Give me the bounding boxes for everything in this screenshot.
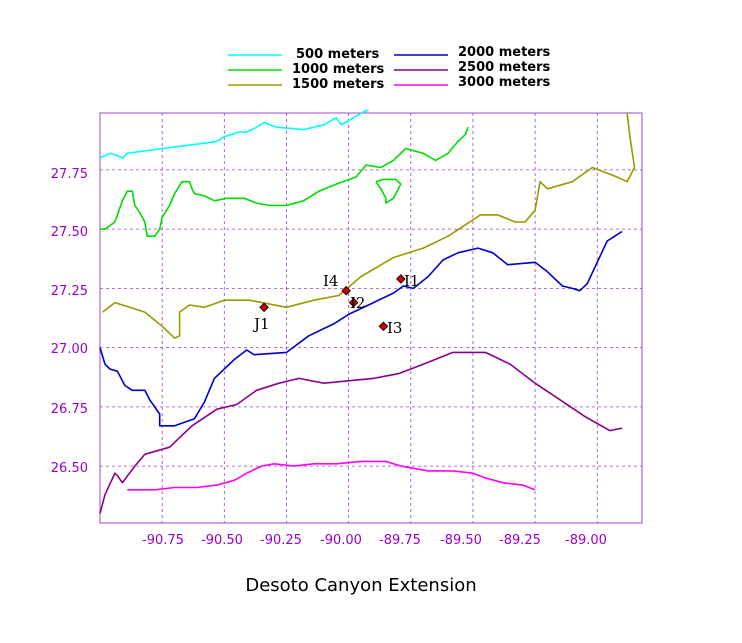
contour-2500m — [99, 351, 623, 514]
station-label: I3 — [387, 319, 402, 337]
station-i2[interactable]: I2 — [348, 294, 365, 312]
y-tick-label: 26.50 — [51, 461, 88, 476]
contour-line — [100, 126, 469, 237]
map-title: Desoto Canyon Extension — [245, 575, 476, 596]
contour-3000m — [127, 460, 536, 491]
legend-label-500: 500 meters — [296, 47, 379, 62]
station-marker[interactable] — [259, 302, 269, 313]
contour-line — [127, 460, 536, 491]
legend-label-1000: 1000 meters — [292, 62, 385, 77]
contour-500m — [99, 109, 369, 159]
x-tick-label: -90.75 — [142, 533, 184, 548]
station-label: I4 — [323, 272, 338, 290]
y-tick-label: 27.50 — [51, 225, 88, 240]
y-axis-ticks: 27.75 27.50 27.25 27.00 26.75 26.50 — [51, 167, 88, 476]
x-tick-label: -90.50 — [201, 533, 243, 548]
x-tick-label: -90.00 — [320, 533, 362, 548]
station-marker[interactable] — [378, 321, 389, 332]
y-tick-label: 27.75 — [51, 167, 88, 182]
legend-entry-2000: 2000 meters — [394, 45, 551, 60]
station-label: I1 — [404, 272, 419, 290]
station-i1[interactable]: I1 — [396, 272, 420, 290]
x-tick-label: -90.25 — [260, 533, 302, 548]
contour-line — [102, 112, 636, 339]
station-marker[interactable] — [341, 285, 351, 296]
stations: I1 I2 I3 I4 J1 — [252, 272, 419, 337]
legend-entry-1000: 1000 meters — [228, 62, 385, 77]
y-tick-label: 27.25 — [51, 284, 88, 299]
contour-2000m — [99, 230, 623, 427]
contour-1000m — [100, 126, 469, 237]
contours — [99, 109, 636, 514]
x-tick-label: -89.00 — [565, 533, 607, 548]
legend-label-2000: 2000 meters — [458, 45, 551, 60]
legend-entry-500: 500 meters — [228, 47, 379, 62]
legend-label-3000: 3000 meters — [458, 75, 551, 90]
contour-line — [375, 178, 402, 204]
x-tick-label: -89.25 — [499, 533, 541, 548]
x-tick-label: -89.75 — [379, 533, 421, 548]
station-marker[interactable] — [348, 297, 359, 308]
x-tick-label: -89.50 — [440, 533, 482, 548]
station-j1[interactable]: J1 — [252, 302, 270, 333]
legend-label-1500: 1500 meters — [292, 77, 385, 92]
contour-1500m — [102, 112, 636, 339]
x-axis-ticks: -90.75 -90.50 -90.25 -90.00 -89.75 -89.5… — [142, 533, 607, 548]
station-marker[interactable] — [396, 274, 406, 284]
station-label: J1 — [252, 315, 270, 333]
station-i4[interactable]: I4 — [323, 272, 351, 296]
legend-label-2500: 2500 meters — [458, 60, 551, 75]
y-tick-label: 26.75 — [51, 402, 88, 417]
map-frame — [99, 112, 643, 524]
contour-line — [99, 109, 369, 159]
station-label: I2 — [350, 294, 365, 312]
map-grid — [100, 113, 642, 523]
y-tick-label: 27.00 — [51, 342, 88, 357]
legend: 500 meters 1000 meters 1500 meters 2000 … — [228, 45, 551, 92]
legend-entry-3000: 3000 meters — [394, 75, 551, 90]
legend-entry-2500: 2500 meters — [394, 60, 551, 75]
contour-line — [99, 230, 623, 427]
station-i3[interactable]: I3 — [378, 319, 402, 337]
legend-entry-1500: 1500 meters — [228, 77, 385, 92]
contour-line — [99, 351, 623, 514]
